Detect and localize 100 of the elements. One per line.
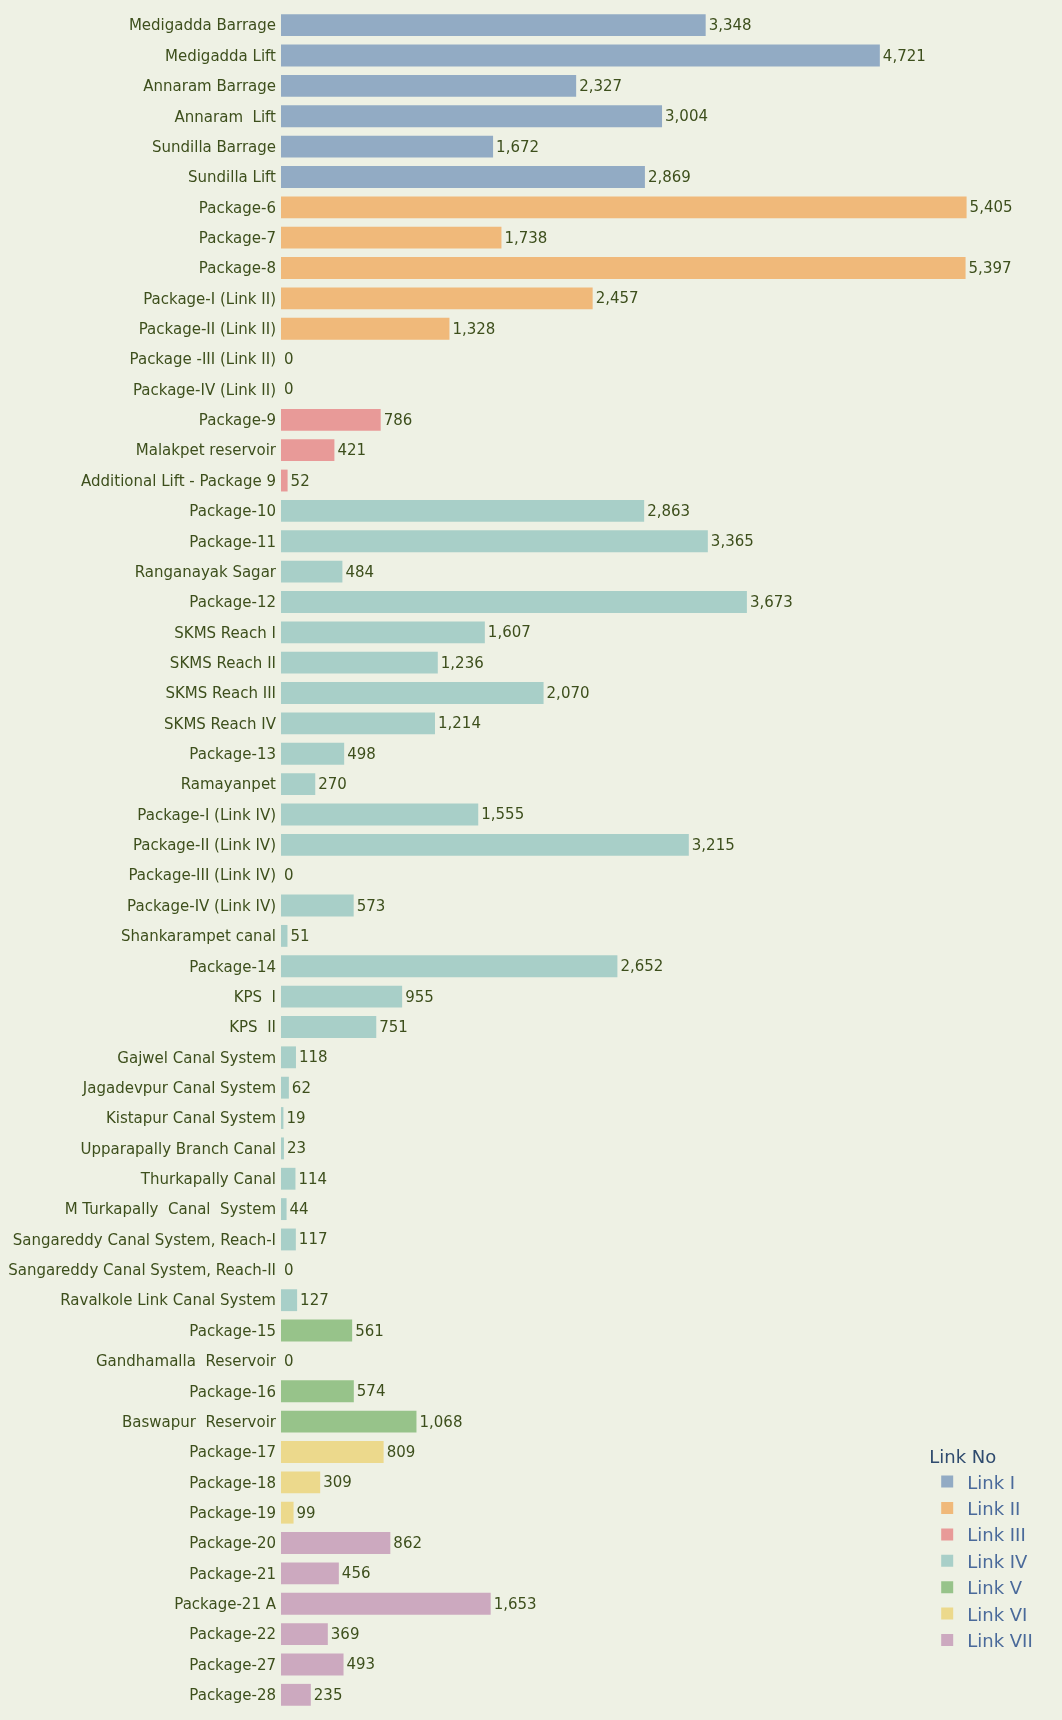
y-tick-label: Package -III (Link II) — [129, 350, 276, 369]
bar — [281, 1198, 287, 1221]
y-tick-label: Package-II (Link IV) — [132, 836, 276, 855]
y-tick-label: SKMS Reach I — [174, 623, 276, 642]
bar — [281, 1137, 284, 1160]
y-tick-label: Annaram Lift — [174, 107, 277, 126]
bar — [281, 226, 502, 249]
y-tick-label: Package-21 A — [174, 1595, 277, 1613]
data-label: 118 — [298, 1048, 328, 1067]
bar — [281, 1380, 354, 1403]
y-tick-label: Package-13 — [189, 745, 276, 763]
y-tick-label: Upparapally Branch Canal — [80, 1139, 276, 1158]
bar — [281, 985, 403, 1008]
y-tick-label: Thurkapally Canal — [139, 1170, 276, 1188]
data-label: 484 — [345, 562, 375, 581]
data-label: 3,348 — [708, 16, 752, 35]
bar — [281, 833, 689, 856]
y-tick-label: Sangareddy Canal System, Reach-II — [8, 1261, 276, 1280]
y-tick-label: Package-6 — [198, 198, 276, 217]
data-label: 1,672 — [496, 137, 540, 156]
y-tick-label: Additional Lift - Package 9 — [81, 471, 276, 490]
bar — [281, 1532, 391, 1554]
data-label: 786 — [383, 410, 413, 429]
data-label: 421 — [337, 441, 367, 460]
data-label: 0 — [284, 350, 294, 369]
y-tick-label: Malakpet reservoir — [135, 441, 277, 460]
y-tick-label: Sangareddy Canal System, Reach-I — [12, 1230, 276, 1249]
bar — [281, 1319, 353, 1342]
data-label: 0 — [284, 866, 294, 885]
data-label: 2,652 — [620, 957, 664, 976]
bar — [281, 1167, 296, 1190]
data-label: 493 — [346, 1655, 376, 1674]
y-tick-label: Ranganayak Sagar — [134, 562, 277, 581]
y-tick-label: Package-21 — [189, 1564, 276, 1583]
y-tick-label: SKMS Reach II — [169, 653, 276, 672]
data-label: 270 — [318, 775, 347, 794]
bar — [281, 1016, 377, 1038]
data-label: 52 — [290, 471, 310, 490]
data-label: 114 — [298, 1169, 328, 1188]
data-label: 51 — [290, 926, 310, 945]
data-label: 62 — [291, 1078, 311, 1097]
bar — [281, 530, 708, 553]
bar — [281, 803, 479, 826]
data-label: 498 — [347, 744, 376, 763]
y-tick-label: Package-I (Link II) — [143, 289, 276, 308]
data-label: 2,070 — [546, 684, 590, 703]
data-label: 809 — [386, 1442, 416, 1461]
data-label: 862 — [393, 1534, 422, 1553]
data-label: 0 — [284, 380, 294, 399]
bar — [281, 1562, 339, 1585]
y-tick-label: Package-I (Link IV) — [137, 805, 276, 824]
y-tick-label: Package-10 — [189, 502, 276, 521]
y-tick-label: Kistapur Canal System — [105, 1109, 276, 1128]
data-label: 3,004 — [665, 107, 708, 126]
y-tick-label: Medigadda Barrage — [128, 16, 276, 35]
legend-label: Link I — [967, 1471, 1016, 1493]
bar — [281, 499, 645, 522]
bar — [281, 439, 335, 462]
data-label: 3,215 — [691, 835, 735, 854]
y-tick-label: Gandhamalla Reservoir — [96, 1352, 277, 1371]
data-label: 127 — [300, 1291, 329, 1310]
y-tick-label: Annaram Barrage — [143, 77, 276, 96]
bar — [281, 257, 966, 279]
y-tick-label: Package-12 — [189, 593, 276, 612]
bar — [281, 651, 438, 674]
data-label: 1,555 — [481, 805, 525, 824]
bar — [281, 1471, 321, 1494]
data-label: 44 — [289, 1200, 309, 1219]
bar — [281, 196, 967, 219]
data-label: 1,738 — [504, 228, 548, 247]
data-label: 23 — [286, 1139, 307, 1158]
data-label: 2,863 — [647, 501, 691, 520]
bar — [281, 135, 494, 158]
data-label: 573 — [356, 896, 386, 915]
y-tick-label: Gajwel Canal System — [117, 1048, 276, 1067]
bar — [281, 712, 435, 735]
bar — [281, 317, 450, 340]
y-tick-label: Package-III (Link IV) — [128, 866, 276, 885]
data-label: 309 — [323, 1473, 352, 1492]
data-label: 955 — [405, 987, 434, 1006]
y-tick-label: Sundilla Barrage — [151, 137, 276, 156]
bar — [281, 1441, 384, 1463]
bar — [281, 1501, 294, 1524]
y-tick-label: M Turkapally Canal System — [64, 1200, 276, 1219]
bar — [281, 74, 577, 97]
y-tick-label: Package-14 — [189, 957, 276, 976]
legend-label: Link III — [967, 1524, 1026, 1546]
bar — [281, 1623, 328, 1646]
data-label: 5,397 — [968, 259, 1012, 278]
data-label: 5,405 — [969, 198, 1013, 217]
data-label: 2,327 — [579, 76, 623, 95]
data-label: 99 — [296, 1503, 316, 1522]
y-tick-label: Package-11 — [189, 532, 276, 551]
bar — [281, 1289, 298, 1312]
bar — [281, 1228, 296, 1251]
data-label: 3,673 — [749, 592, 793, 611]
bar — [281, 773, 316, 796]
y-tick-label: Package-22 — [189, 1625, 276, 1644]
y-tick-label: Package-IV (Link II) — [132, 380, 276, 399]
data-label: 456 — [341, 1564, 371, 1583]
